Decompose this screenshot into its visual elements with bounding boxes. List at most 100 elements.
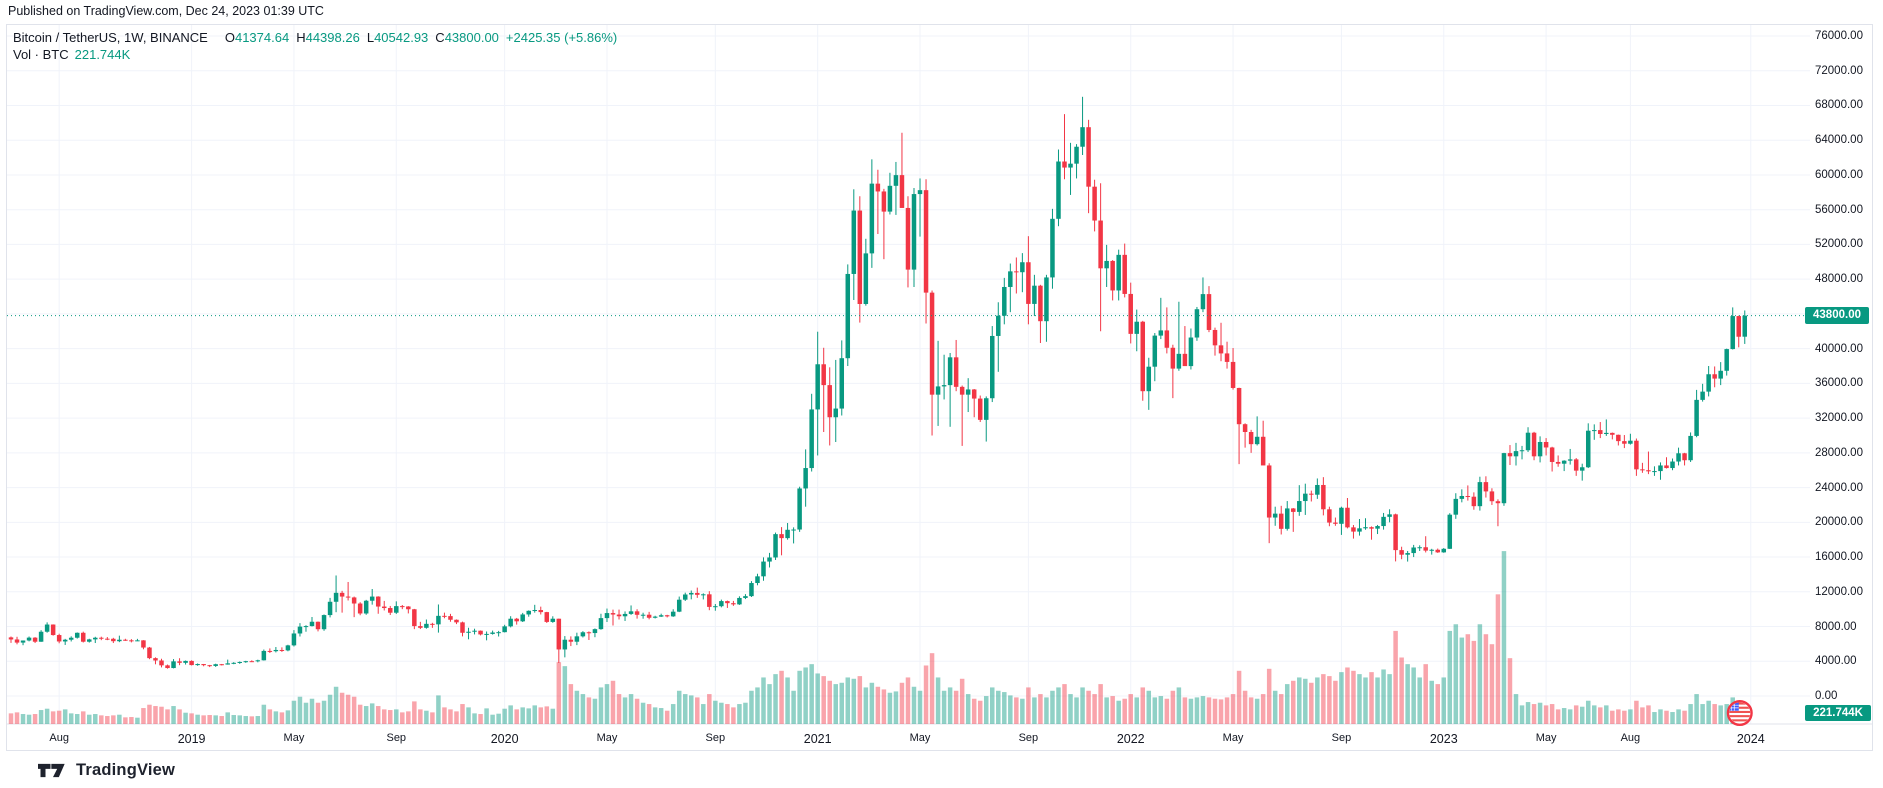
- volume-bar: [261, 704, 267, 724]
- candle-body: [1110, 260, 1115, 291]
- volume-bar: [1700, 704, 1705, 724]
- candle-body: [207, 665, 212, 667]
- price-axis-label: 8000.00: [1815, 620, 1857, 633]
- volume-bar: [996, 690, 1001, 724]
- volume-bar: [1176, 687, 1182, 724]
- candle-body: [62, 639, 68, 642]
- candle-body: [243, 661, 249, 663]
- candle-body: [1513, 451, 1519, 457]
- candle-body: [1206, 294, 1212, 330]
- candle-body: [965, 389, 971, 395]
- candle-body: [1435, 549, 1440, 553]
- volume-bar: [117, 714, 122, 724]
- candle-body: [1266, 465, 1272, 518]
- candle-body: [99, 637, 104, 639]
- candle-body: [261, 650, 267, 661]
- volume-bar: [983, 696, 989, 724]
- volume-bar: [1387, 674, 1392, 724]
- candle-body: [628, 611, 634, 614]
- volume-bar: [1116, 700, 1121, 724]
- candle-body: [436, 615, 441, 625]
- volume-bar: [177, 709, 182, 724]
- candle-body: [225, 663, 230, 665]
- candle-body: [129, 640, 134, 642]
- candle-body: [87, 639, 92, 642]
- volume-bar: [1110, 696, 1115, 724]
- volume-bar: [839, 682, 845, 724]
- price-axis-label: 60000.00: [1815, 168, 1863, 181]
- candle-body: [640, 614, 646, 616]
- volume-bar: [129, 717, 134, 724]
- ohlc-key: O: [224, 30, 235, 45]
- candle-body: [1188, 337, 1194, 367]
- candle-body: [592, 629, 598, 634]
- volume-bar: [285, 710, 291, 724]
- volume-bar: [50, 711, 56, 724]
- time-axis-month-label: Sep: [705, 732, 726, 744]
- candle-body: [44, 624, 50, 632]
- time-axis-month-label: May: [1222, 732, 1244, 744]
- candle-body: [851, 210, 857, 274]
- volume-bar: [490, 714, 495, 724]
- candle-body: [556, 618, 562, 650]
- candle-body: [1291, 508, 1296, 512]
- volume-bar: [123, 717, 128, 724]
- candle-body: [363, 600, 369, 614]
- volume-bar: [923, 665, 929, 724]
- volume-bar: [80, 711, 86, 724]
- volume-bar: [26, 714, 32, 724]
- candle-body: [1531, 432, 1537, 457]
- volume-bar: [1610, 710, 1615, 724]
- candle-body: [345, 596, 351, 598]
- last-price-badge: 43800.00: [1805, 307, 1869, 324]
- volume-bar: [791, 690, 796, 724]
- volume-bar: [568, 684, 574, 724]
- candle-body: [309, 621, 315, 627]
- candle-body: [568, 639, 574, 642]
- volume-bar: [412, 701, 417, 724]
- candle-body: [1116, 254, 1121, 291]
- candle-body: [1555, 461, 1561, 464]
- candle-body: [394, 606, 399, 613]
- volume-bar: [1555, 709, 1561, 724]
- volume-bar: [737, 704, 742, 724]
- candle-body: [1242, 424, 1248, 433]
- volume-bar: [1712, 704, 1717, 724]
- volume-bar: [502, 708, 507, 724]
- volume-bar: [195, 714, 200, 724]
- volume-bar: [1315, 677, 1320, 724]
- volume-bar: [153, 706, 158, 724]
- volume-bar: [93, 714, 98, 724]
- volume-bar: [592, 698, 598, 724]
- volume-bar: [466, 707, 471, 724]
- volume-bar: [1670, 712, 1675, 724]
- volume-bar: [1224, 697, 1230, 724]
- volume-bar: [556, 662, 562, 724]
- candle-body: [538, 610, 544, 613]
- volume-bar: [971, 698, 977, 724]
- candle-body: [1507, 453, 1513, 457]
- tradingview-logo-link[interactable]: TradingView: [38, 761, 175, 780]
- candle-body: [676, 599, 682, 612]
- volume-bar: [1598, 707, 1603, 724]
- ohlc-key: H: [296, 30, 306, 45]
- volume-bar: [1158, 696, 1164, 724]
- candle-body: [959, 386, 965, 395]
- volume-bar: [953, 690, 959, 724]
- candle-body: [1200, 294, 1206, 310]
- volume-bar: [213, 715, 218, 724]
- candle-body: [1736, 316, 1741, 337]
- volume-bar: [448, 709, 453, 724]
- volume-bar: [863, 687, 869, 724]
- candle-body: [26, 637, 32, 641]
- last-volume-badge: 221.744K: [1805, 705, 1871, 721]
- candle-body: [1122, 254, 1127, 294]
- volume-bar: [357, 704, 363, 724]
- volume-bar: [1038, 694, 1043, 724]
- candle-body: [1260, 436, 1266, 466]
- candle-body: [430, 623, 435, 625]
- price-axis-label: 24000.00: [1815, 481, 1863, 494]
- volume-bar: [339, 692, 345, 724]
- candle-body: [1700, 391, 1705, 400]
